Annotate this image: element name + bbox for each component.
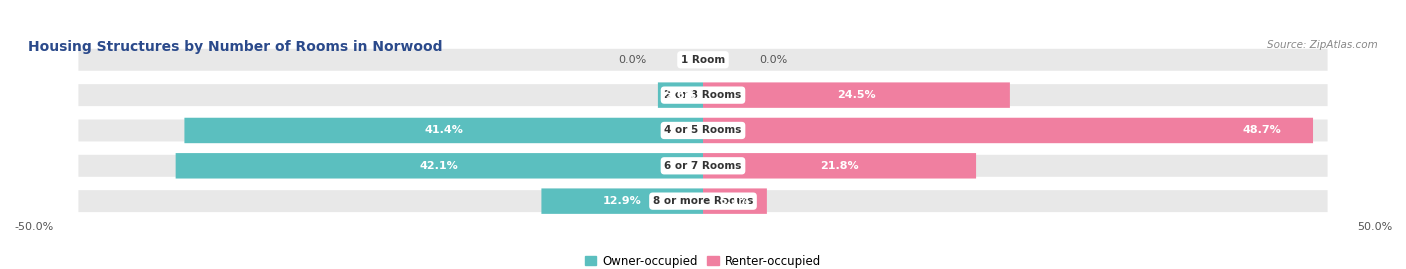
- Text: 6 or 7 Rooms: 6 or 7 Rooms: [664, 161, 742, 171]
- Text: 21.8%: 21.8%: [820, 161, 859, 171]
- Text: Source: ZipAtlas.com: Source: ZipAtlas.com: [1267, 40, 1378, 50]
- FancyBboxPatch shape: [77, 118, 1329, 143]
- FancyBboxPatch shape: [703, 188, 766, 214]
- FancyBboxPatch shape: [541, 188, 703, 214]
- FancyBboxPatch shape: [703, 82, 1010, 108]
- Text: 2 or 3 Rooms: 2 or 3 Rooms: [665, 90, 741, 100]
- Text: 1 Room: 1 Room: [681, 55, 725, 65]
- Text: 41.4%: 41.4%: [425, 125, 463, 136]
- Text: 5.1%: 5.1%: [720, 196, 751, 206]
- Text: 50.0%: 50.0%: [1357, 222, 1392, 232]
- FancyBboxPatch shape: [658, 82, 703, 108]
- FancyBboxPatch shape: [77, 82, 1329, 108]
- FancyBboxPatch shape: [77, 47, 1329, 73]
- Text: -50.0%: -50.0%: [14, 222, 53, 232]
- FancyBboxPatch shape: [703, 118, 1313, 143]
- Text: 4 or 5 Rooms: 4 or 5 Rooms: [664, 125, 742, 136]
- FancyBboxPatch shape: [77, 188, 1329, 214]
- Text: 8 or more Rooms: 8 or more Rooms: [652, 196, 754, 206]
- Text: 48.7%: 48.7%: [1243, 125, 1282, 136]
- Text: 42.1%: 42.1%: [420, 161, 458, 171]
- FancyBboxPatch shape: [703, 153, 976, 179]
- Legend: Owner-occupied, Renter-occupied: Owner-occupied, Renter-occupied: [579, 250, 827, 269]
- Text: 12.9%: 12.9%: [603, 196, 641, 206]
- Text: Housing Structures by Number of Rooms in Norwood: Housing Structures by Number of Rooms in…: [28, 40, 443, 54]
- Text: 24.5%: 24.5%: [837, 90, 876, 100]
- Text: 0.0%: 0.0%: [759, 55, 787, 65]
- FancyBboxPatch shape: [184, 118, 703, 143]
- FancyBboxPatch shape: [77, 153, 1329, 179]
- Text: 3.6%: 3.6%: [665, 90, 696, 100]
- Text: 0.0%: 0.0%: [619, 55, 647, 65]
- FancyBboxPatch shape: [176, 153, 703, 179]
